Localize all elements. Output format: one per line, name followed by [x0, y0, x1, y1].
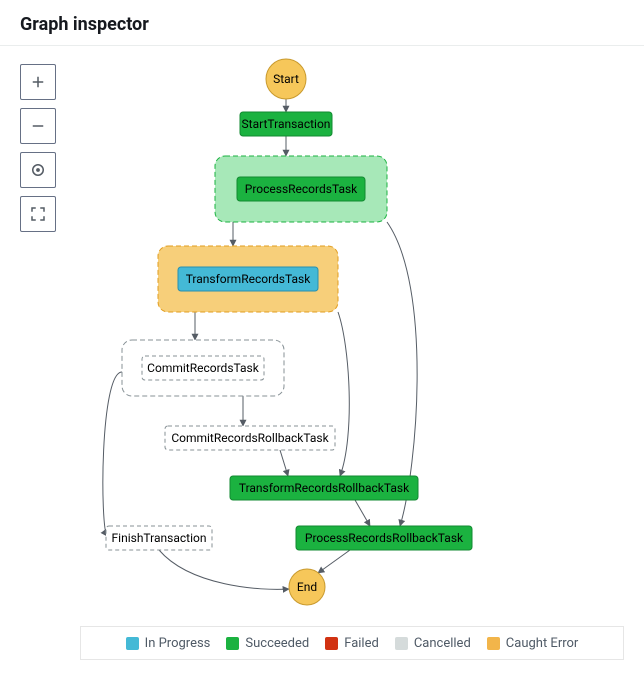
header: Graph inspector	[0, 0, 644, 46]
graph-canvas: StartTransaction ProcessRecordsTask Transf…	[0, 46, 644, 666]
legend-swatch	[226, 637, 239, 650]
node-label-transform: TransformRecordsTask	[186, 272, 312, 286]
legend-swatch	[325, 637, 338, 650]
legend-label: Failed	[344, 636, 379, 651]
start-label: Start	[273, 72, 299, 86]
legend-label: Cancelled	[414, 636, 471, 651]
legend-item: Failed	[325, 636, 379, 651]
legend-item: Cancelled	[395, 636, 471, 651]
graph-svg: StartTransaction ProcessRecordsTask Transf…	[0, 46, 644, 666]
legend-swatch	[126, 637, 139, 650]
legend-item: Succeeded	[226, 636, 309, 651]
node-label-commit_rb: CommitRecordsRollbackTask	[171, 431, 329, 445]
legend-label: In Progress	[145, 636, 211, 651]
node-label-finish_tx: FinishTransaction	[112, 531, 207, 545]
legend-item: In Progress	[126, 636, 211, 651]
node-label-process_rb: ProcessRecordsRollbackTask	[305, 531, 464, 545]
node-label-commit: CommitRecordsTask	[147, 361, 260, 375]
node-label-transform_rb: TransformRecordsRollbackTask	[239, 481, 410, 495]
legend-swatch	[395, 637, 408, 650]
end-label: End	[297, 580, 317, 594]
legend-label: Succeeded	[245, 636, 309, 651]
legend-swatch	[487, 637, 500, 650]
page-title: Graph inspector	[20, 14, 624, 35]
node-label-process: ProcessRecordsTask	[245, 182, 358, 196]
legend-item: Caught Error	[487, 636, 579, 651]
legend-label: Caught Error	[506, 636, 579, 651]
legend: In Progress Succeeded Failed Cancelled Caugh…	[80, 626, 624, 660]
node-label-start_tx: StartTransaction	[242, 117, 331, 131]
